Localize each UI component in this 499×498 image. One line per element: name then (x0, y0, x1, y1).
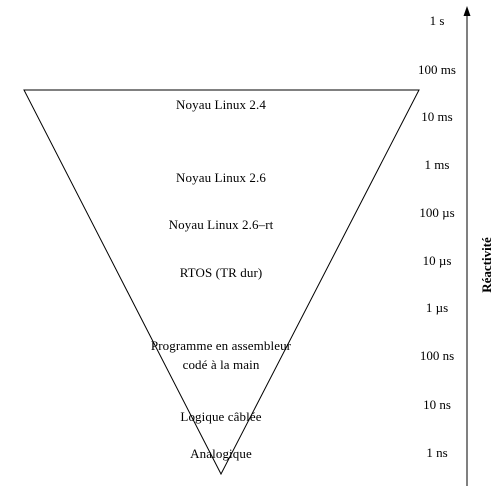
scale-tick-label: 100 ms (418, 62, 456, 77)
scale-tick-label: 1 ms (424, 157, 450, 172)
scale-tick-label: 1 µs (425, 300, 449, 315)
scale-tick-label: 1 ns (426, 445, 448, 460)
scale-tick-label: 10 µs (422, 253, 452, 268)
layer-label-hardwired-logic: Logique câblée (180, 409, 262, 424)
layer-label-linux-2-6: Noyau Linux 2.6 (176, 170, 266, 185)
inverted-triangle (23, 89, 420, 476)
scale-tick-label: 1 s (429, 13, 445, 28)
axis-title: Réactivité (479, 237, 494, 293)
layer-label-assembly: Programme en assembleur codé à la main (150, 338, 292, 372)
scale-tick-label: 10 ms (421, 109, 453, 124)
layer-label-analog: Analogique (190, 446, 252, 461)
scale-tick-label: 10 ns (423, 397, 451, 412)
scale-tick-label: 100 ns (419, 348, 455, 363)
scale-tick-label: 100 µs (419, 205, 455, 220)
axis-arrowhead (463, 6, 471, 16)
layer-label-linux-2-6-rt: Noyau Linux 2.6–rt (168, 217, 274, 232)
layer-label-rtos: RTOS (TR dur) (179, 265, 263, 280)
layer-label-linux-2-4: Noyau Linux 2.4 (176, 97, 266, 112)
